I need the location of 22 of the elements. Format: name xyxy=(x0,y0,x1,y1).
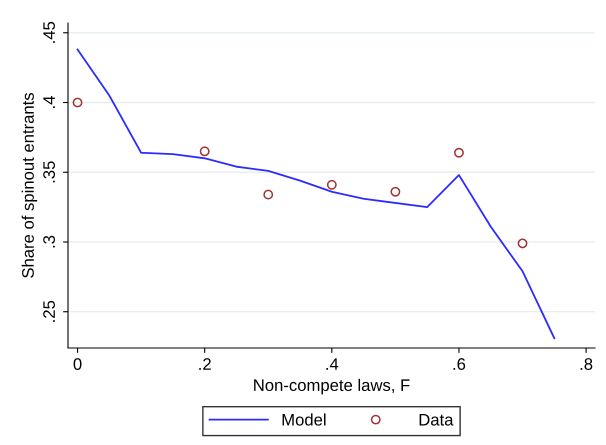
x-tick-label: 0 xyxy=(74,358,82,370)
point xyxy=(326,180,337,190)
x-axis-title: Non-compete laws, F xyxy=(254,378,410,394)
y-tick-label: .25 xyxy=(43,300,55,322)
x-tick-label: .6 xyxy=(454,358,466,370)
x-tick-label: .8 xyxy=(580,358,592,370)
point xyxy=(72,98,82,108)
y-tick-label: .4 xyxy=(43,96,55,108)
point xyxy=(518,238,528,248)
y-tick-label: .3 xyxy=(43,236,55,248)
x-tick-label: .2 xyxy=(199,358,211,370)
point xyxy=(200,146,210,156)
y-tick-label: .35 xyxy=(43,161,55,182)
y-tick-label: .45 xyxy=(43,22,55,43)
line-series xyxy=(76,48,556,340)
point xyxy=(390,186,400,197)
legend-label: Data xyxy=(420,414,454,426)
point xyxy=(263,190,274,200)
point xyxy=(454,148,464,158)
legend-label: Model xyxy=(282,413,326,426)
x-tick-label: .4 xyxy=(326,358,338,370)
y-axis-title: Share of spinout entrants xyxy=(22,92,38,278)
